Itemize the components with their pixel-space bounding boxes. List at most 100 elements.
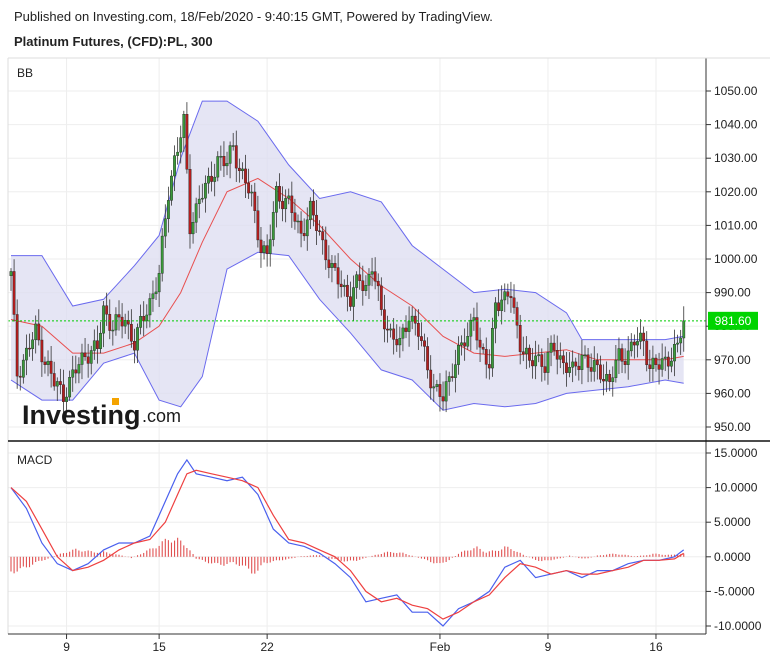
candle-body: [157, 273, 161, 293]
candle: [225, 151, 229, 176]
candle-body: [287, 195, 291, 199]
candle: [339, 270, 343, 298]
candle: [534, 340, 538, 380]
candle: [253, 182, 257, 224]
candle-body: [83, 352, 87, 358]
candle-body: [571, 361, 575, 368]
candle-body: [623, 361, 627, 365]
candle-body: [642, 332, 646, 342]
candle: [89, 345, 93, 375]
candle: [157, 264, 161, 307]
candle: [460, 335, 463, 356]
candle-body: [515, 307, 519, 326]
candle: [626, 336, 630, 380]
candle-body: [250, 191, 254, 194]
candle-body: [657, 364, 661, 370]
candle-body: [432, 386, 436, 389]
candle: [373, 257, 377, 290]
candle: [37, 309, 41, 346]
candle: [330, 254, 334, 283]
candle-body: [617, 348, 621, 361]
candle-body: [108, 314, 112, 331]
candle: [602, 364, 605, 396]
candle: [170, 170, 173, 206]
candle-body: [321, 231, 325, 241]
candle-body: [457, 344, 460, 365]
candle: [123, 313, 127, 334]
candle: [441, 381, 445, 411]
candle: [136, 323, 139, 363]
candle: [435, 379, 439, 392]
candle: [234, 130, 238, 182]
candle-body: [367, 273, 371, 286]
candle: [383, 294, 386, 343]
candle: [154, 277, 158, 300]
candle-body: [333, 263, 337, 268]
candle-body: [478, 339, 482, 348]
candle-body: [370, 271, 374, 275]
candle: [40, 326, 44, 377]
candle-body: [271, 212, 275, 240]
x-tick-label: 16: [649, 640, 663, 654]
candle: [336, 253, 340, 299]
bollinger-lower-line: [10, 251, 684, 411]
candle: [395, 324, 399, 352]
candle-body: [654, 357, 658, 365]
candle-body: [204, 182, 207, 199]
candle-body: [580, 354, 584, 370]
candle-body: [49, 360, 53, 374]
candle: [623, 348, 627, 374]
bollinger-basis-line: [10, 177, 684, 361]
candle: [484, 337, 488, 379]
candle-body: [170, 175, 173, 201]
candle: [133, 328, 136, 364]
candle-body: [96, 340, 99, 349]
candle: [447, 371, 451, 396]
candle: [361, 265, 365, 306]
candle: [71, 355, 75, 392]
candle-body: [509, 296, 513, 299]
candle-body: [358, 274, 362, 281]
candle-body: [589, 367, 593, 372]
candle-body: [173, 155, 176, 177]
candle-body: [475, 317, 479, 341]
candle-body: [25, 347, 28, 361]
candle-body: [549, 342, 553, 353]
candle-body: [290, 195, 294, 213]
candle-body: [12, 271, 16, 315]
candle: [463, 328, 467, 361]
candle-body: [552, 342, 556, 351]
candle-body: [231, 145, 235, 147]
symbol-title: Platinum Futures, (CFD):PL, 300: [14, 34, 213, 49]
candle: [416, 309, 420, 350]
candle-body: [663, 356, 667, 359]
candle-body: [213, 176, 217, 182]
candle-body: [345, 284, 349, 297]
candle-body: [111, 329, 115, 332]
candle: [117, 300, 121, 331]
candle-body: [632, 341, 636, 346]
candle-body: [435, 384, 439, 387]
candle-body: [586, 354, 590, 368]
candle-body: [160, 235, 164, 274]
candle: [574, 357, 578, 376]
candle: [262, 241, 266, 260]
candle-body: [404, 327, 408, 332]
candle-body: [120, 316, 124, 327]
macd-histogram: [10, 537, 685, 574]
current-price-tag: 981.60: [708, 311, 758, 330]
candle-body: [40, 339, 44, 363]
candle: [651, 345, 655, 382]
candle: [389, 323, 392, 338]
candle: [358, 262, 362, 290]
candle-body: [506, 291, 510, 297]
current-price-value: 981.60: [715, 314, 752, 328]
candle: [592, 346, 596, 382]
candle: [250, 184, 254, 207]
candle-body: [58, 381, 62, 385]
candle-body: [102, 305, 105, 334]
candle: [565, 351, 568, 387]
candle: [108, 299, 112, 340]
candle-body: [197, 198, 201, 204]
